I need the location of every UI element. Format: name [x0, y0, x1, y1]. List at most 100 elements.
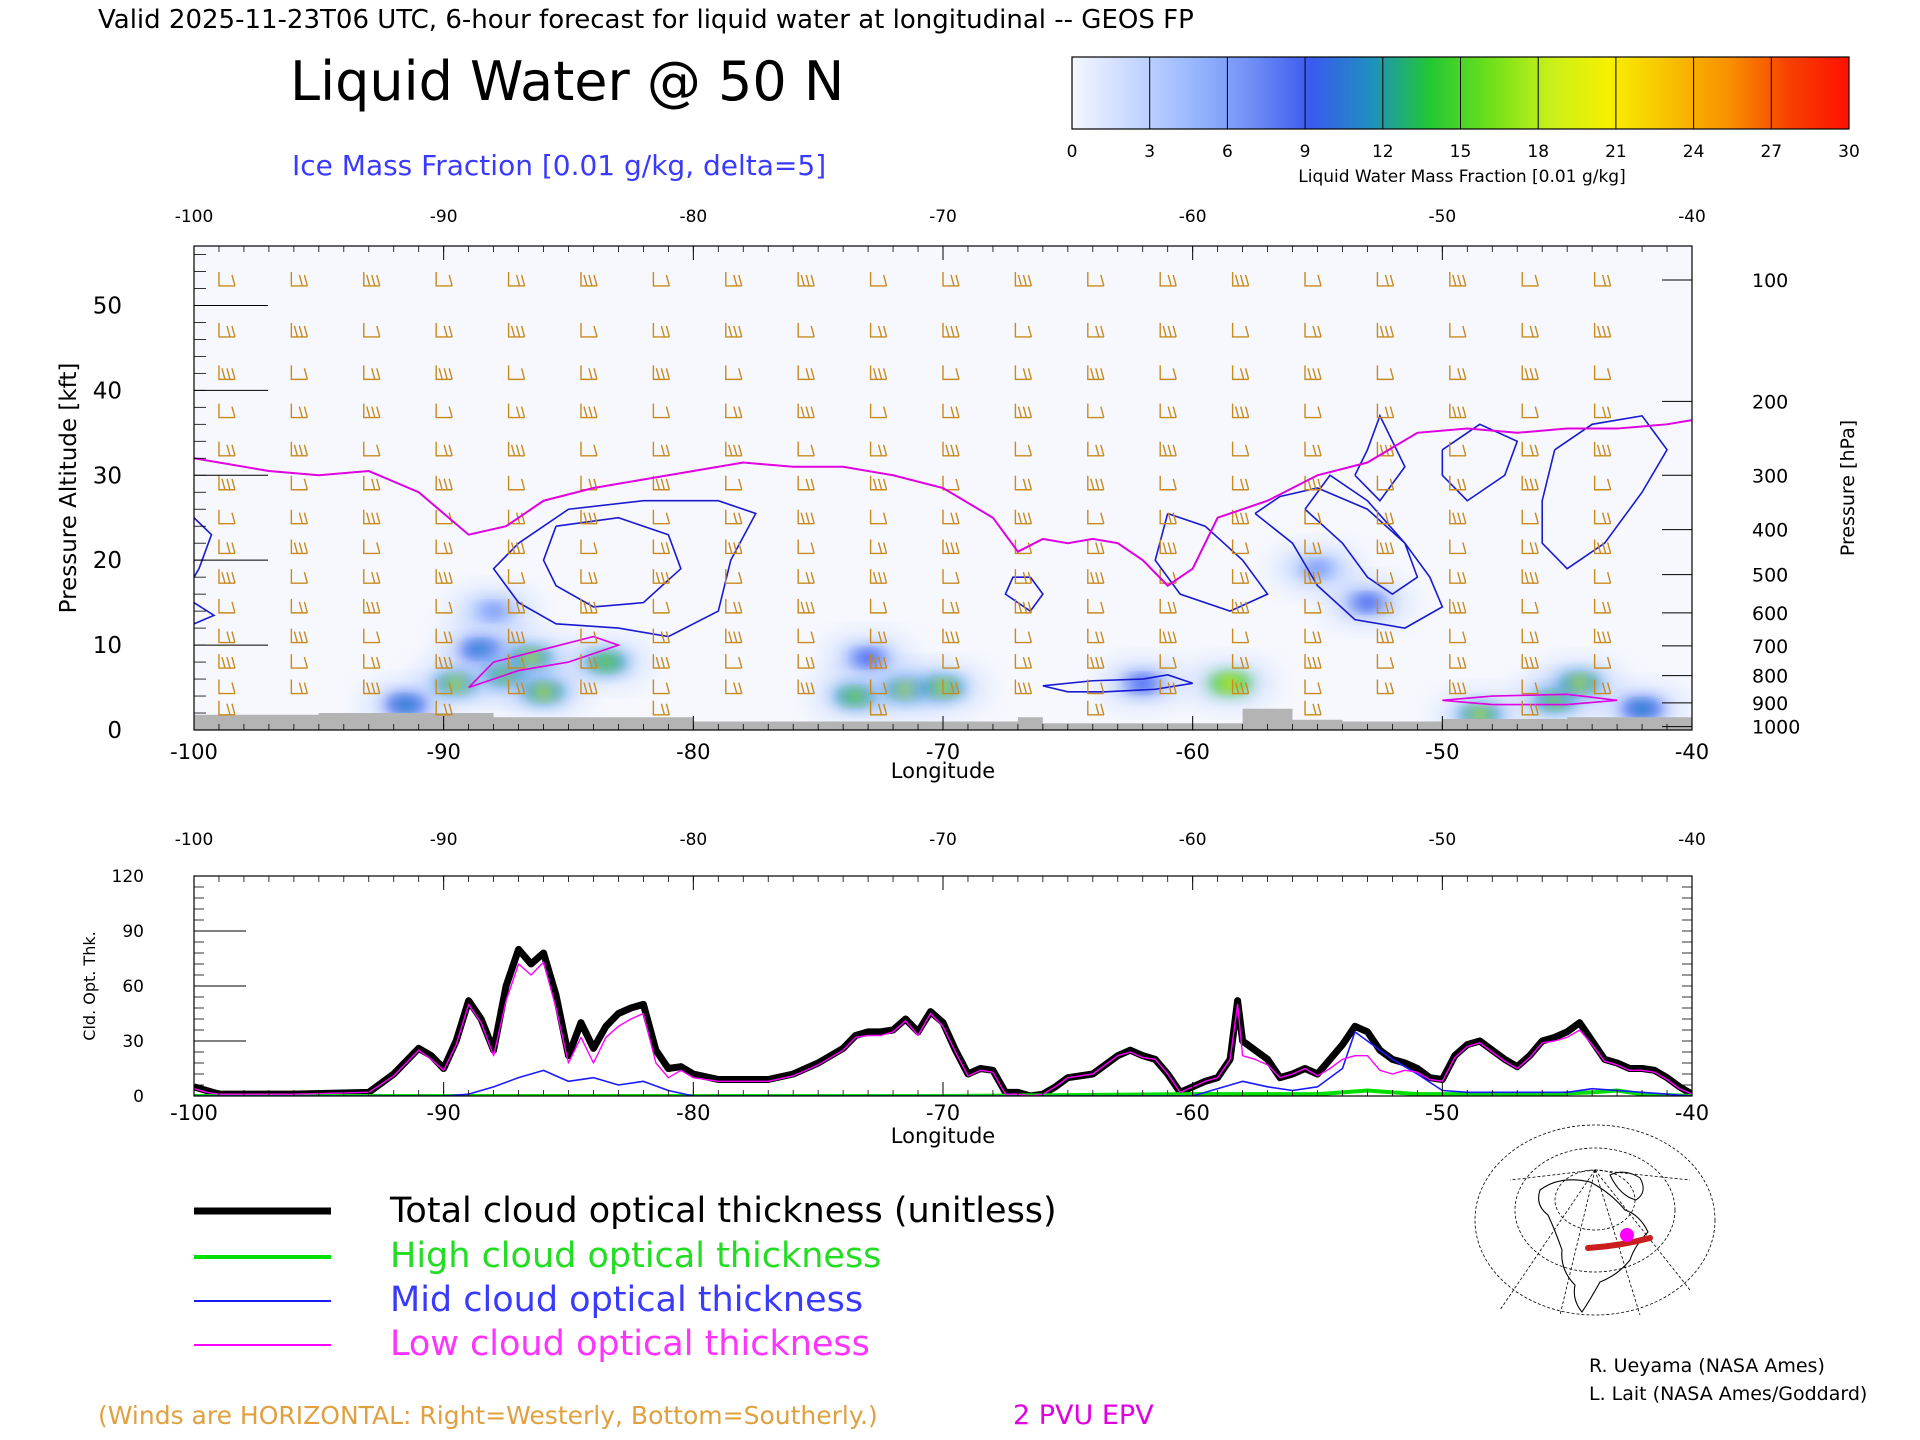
x-tick-label: -90 [427, 740, 461, 764]
wind-barb [507, 322, 526, 338]
wind-barb [580, 679, 598, 695]
wind-barb [1231, 365, 1250, 381]
ice-subtitle: Ice Mass Fraction [0.01 g/kg, delta=5] [292, 149, 826, 182]
wind-barb [652, 539, 671, 555]
wind-barb [869, 679, 888, 695]
top-y2label: Pressure [hPa] [1837, 420, 1859, 556]
wind-barb [869, 322, 888, 338]
wind-barb [1231, 271, 1250, 287]
wind-barb [797, 679, 815, 695]
wind-barb [1521, 322, 1539, 338]
wind-barb [1087, 569, 1105, 584]
bottom-x-tick-label: -100 [170, 1101, 218, 1125]
liquid-water-core [595, 656, 616, 669]
colorbar-tick-label: 9 [1300, 142, 1311, 162]
colorbar-tick-label: 21 [1605, 142, 1627, 162]
pressure-tick-label: 600 [1752, 603, 1788, 625]
wind-barb [1521, 441, 1539, 457]
wind-barb [869, 365, 888, 381]
wind-barb [1521, 569, 1539, 584]
wind-barb [869, 700, 888, 716]
wind-barb [218, 679, 236, 695]
wind-barb [725, 569, 743, 584]
wind-barb [1593, 365, 1612, 381]
wind-barb [1159, 365, 1177, 381]
wind-barb [507, 598, 526, 614]
wind-barb [580, 271, 598, 287]
wind-barb [1593, 271, 1612, 287]
wind-barb [218, 628, 236, 644]
wind-barb [1593, 403, 1612, 419]
wind-barb [797, 628, 815, 644]
wind-barb [725, 322, 743, 338]
wind-barb [1304, 365, 1322, 381]
wind-barb [1521, 598, 1539, 614]
wind-barb [507, 365, 526, 381]
legend-label-total: Total cloud optical thickness (unitless) [389, 1191, 1057, 1231]
wind-barb [1449, 598, 1467, 614]
x-tick-label: -70 [926, 740, 960, 764]
wind-barb [652, 271, 671, 287]
wind-barb [869, 598, 888, 614]
x-tick-label-top: -70 [929, 207, 957, 227]
wind-barb [942, 322, 960, 338]
pressure-tick-label: 100 [1752, 270, 1788, 292]
wind-barb [363, 403, 381, 419]
pressure-tick-label: 1000 [1752, 717, 1800, 739]
wind-barb [1159, 598, 1177, 614]
wind-barb [1521, 539, 1539, 555]
wind-barb [507, 271, 526, 287]
wind-barb [218, 569, 236, 584]
wind-barb [580, 322, 598, 338]
wind-barb [1014, 598, 1033, 614]
wind-barb [580, 539, 598, 555]
wind-barb [580, 628, 598, 644]
wind-barb [1231, 679, 1250, 695]
locator-map-coastline [1538, 1179, 1649, 1313]
wind-barb [1376, 365, 1395, 381]
liquid-water-core [446, 677, 467, 690]
wind-barb [1087, 403, 1105, 419]
wind-barb [1159, 654, 1177, 669]
wind-barb [942, 403, 960, 419]
wind-barb [435, 569, 453, 584]
x-tick-label: -100 [170, 740, 218, 764]
wind-barb [1231, 628, 1250, 644]
pressure-tick-label: 400 [1752, 520, 1788, 542]
wind-barb [652, 569, 671, 584]
locator-map-greenland [1609, 1171, 1644, 1201]
wind-barb [1014, 365, 1033, 381]
x-tick-label: -60 [1176, 740, 1210, 764]
wind-barb [1304, 679, 1322, 695]
wind-barb [1159, 475, 1177, 491]
colorbar-tick-label: 6 [1222, 142, 1233, 162]
wind-barb [942, 441, 960, 457]
wind-barb [218, 271, 236, 287]
wind-barb [1231, 654, 1250, 669]
wind-barb [1087, 700, 1105, 716]
liquid-water-core [1469, 708, 1490, 721]
colorbar-tick-label: 27 [1760, 142, 1782, 162]
wind-barb [1014, 569, 1033, 584]
wind-barb [507, 654, 526, 669]
wind-barb [797, 365, 815, 381]
colorbar-label: Liquid Water Mass Fraction [0.01 g/kg] [1298, 167, 1625, 187]
wind-barb [725, 654, 743, 669]
wind-barb [1014, 271, 1033, 287]
wind-barb [1159, 403, 1177, 419]
wind-barb [507, 569, 526, 584]
wind-barb [1593, 322, 1612, 338]
bottom-x-tick-label-top: -90 [430, 830, 458, 850]
liquid-water-core [521, 651, 542, 664]
wind-barb [218, 700, 236, 716]
wind-barb [1449, 654, 1467, 669]
colorbar: 0 3 6 9 12 15 18 21 24 27 30 [1067, 56, 1860, 162]
wind-barb [1231, 509, 1250, 525]
locator-map-track [1585, 1235, 1653, 1251]
wind-barb [725, 598, 743, 614]
wind-barb [435, 271, 453, 287]
wind-barb [1014, 441, 1033, 457]
epv-caption: 2 PVU EPV [1013, 1400, 1154, 1431]
wind-barb [1304, 403, 1322, 419]
winds-caption: (Winds are HORIZONTAL: Right=Westerly, B… [98, 1401, 878, 1430]
